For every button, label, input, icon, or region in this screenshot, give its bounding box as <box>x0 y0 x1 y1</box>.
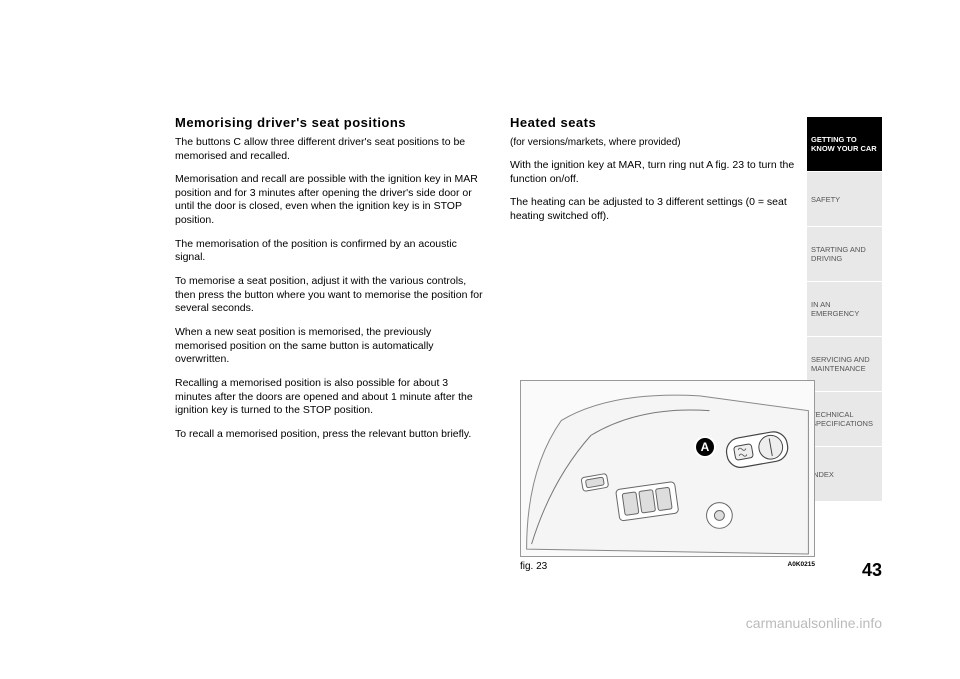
tab-getting-to-know[interactable]: GETTING TO KNOW YOUR CAR <box>807 117 882 171</box>
tab-label-line1: INDEX <box>811 470 878 479</box>
figure-caption-row: fig. 23 A0K0215 <box>520 561 815 572</box>
tab-label-line2: SPECIFICATIONS <box>811 419 878 428</box>
tab-label-line1: TECHNICAL <box>811 410 878 419</box>
paragraph: The heating can be adjusted to 3 differe… <box>510 196 820 223</box>
paragraph: When a new seat position is memorised, t… <box>175 326 485 367</box>
paragraph: Recalling a memorised position is also p… <box>175 377 485 418</box>
paragraph: Memorisation and recall are possible wit… <box>175 173 485 228</box>
subnote: (for versions/markets, where provided) <box>510 136 820 149</box>
watermark: carmanualsonline.info <box>746 615 882 631</box>
tab-label-line1: SERVICING AND <box>811 355 878 364</box>
paragraph: The memorisation of the position is conf… <box>175 238 485 265</box>
paragraph: With the ignition key at MAR, turn ring … <box>510 159 820 186</box>
seat-control-diagram <box>521 381 814 556</box>
tab-label-line1: STARTING AND <box>811 245 878 254</box>
page-number: 43 <box>862 560 882 581</box>
figure-23-image: A <box>520 380 815 557</box>
tab-label-line2: MAINTENANCE <box>811 364 878 373</box>
content-area: Memorising driver's seat positions The b… <box>0 0 835 679</box>
tab-safety[interactable]: SAFETY <box>807 172 882 226</box>
tab-emergency[interactable]: IN AN EMERGENCY <box>807 282 882 336</box>
tab-label-line2: DRIVING <box>811 254 878 263</box>
callout-label: A <box>701 440 710 454</box>
tab-servicing[interactable]: SERVICING AND MAINTENANCE <box>807 337 882 391</box>
paragraph: To recall a memorised position, press th… <box>175 428 485 442</box>
paragraph: The buttons C allow three different driv… <box>175 136 485 163</box>
tab-technical[interactable]: TECHNICAL SPECIFICATIONS <box>807 392 882 446</box>
paragraph: To memorise a seat position, adjust it w… <box>175 275 485 316</box>
tab-starting-driving[interactable]: STARTING AND DRIVING <box>807 227 882 281</box>
figure-23-block: A fig. 23 A0K0215 <box>520 380 815 572</box>
left-heading: Memorising driver's seat positions <box>175 115 485 132</box>
tab-label-line1: IN AN EMERGENCY <box>811 300 878 318</box>
section-tabs: GETTING TO KNOW YOUR CAR SAFETY STARTING… <box>807 117 882 501</box>
tab-label-line1: SAFETY <box>811 195 878 204</box>
tab-index[interactable]: INDEX <box>807 447 882 501</box>
tab-label-line2: KNOW YOUR CAR <box>811 144 878 153</box>
figure-caption: fig. 23 <box>520 561 547 572</box>
right-heading: Heated seats <box>510 115 820 132</box>
tab-label-line1: GETTING TO <box>811 135 878 144</box>
left-column: Memorising driver's seat positions The b… <box>175 115 485 679</box>
figure-code: A0K0215 <box>788 561 815 572</box>
manual-page: Memorising driver's seat positions The b… <box>0 0 960 679</box>
callout-a: A <box>694 436 716 458</box>
